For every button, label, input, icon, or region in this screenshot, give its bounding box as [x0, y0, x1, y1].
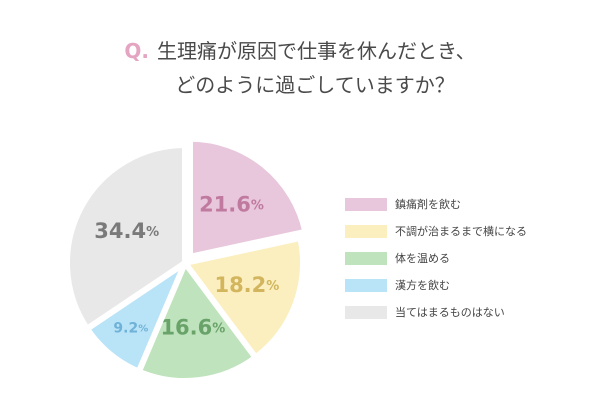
legend-label: 鎮痛剤を飲む	[395, 198, 461, 211]
legend-label: 体を温める	[395, 252, 450, 265]
pie-slice-1	[187, 138, 309, 260]
legend-item-2: 不調が治まるまで横になる	[345, 223, 527, 239]
question-line-1: 生理痛が原因で仕事を休んだとき、	[157, 39, 476, 63]
legend-swatch	[345, 224, 387, 238]
pie-slice-2	[182, 234, 306, 361]
legend-label: 当てはまるものはない	[395, 306, 505, 319]
pie-slice-3	[135, 260, 259, 384]
legend-item-3: 体を温める	[345, 250, 527, 266]
slice-label-2: 18.2%	[214, 273, 279, 297]
legend-swatch	[345, 251, 387, 265]
slice-label-4: 9.2%	[113, 320, 148, 336]
slice-label-3: 16.6%	[160, 316, 225, 340]
legend-item-5: 当てはまるものはない	[345, 304, 527, 320]
legend-swatch	[345, 197, 387, 211]
legend-swatch	[345, 278, 387, 292]
legend-label: 不調が治まるまで横になる	[395, 225, 527, 238]
question-line-2: どのように過ごしていますか？	[175, 73, 455, 97]
chart-title: Q. 生理痛が原因で仕事を休んだとき、 どのように過ごしていますか？	[0, 34, 600, 102]
pie-chart: 21.6% 18.2% 16.6% 9.2% 34.4%	[64, 138, 309, 384]
pie-slice-5	[64, 142, 188, 332]
legend-swatch	[345, 305, 387, 319]
slice-label-5: 34.4%	[94, 219, 159, 243]
legend: 鎮痛剤を飲む不調が治まるまで横になる 体を温める漢方を飲む当てはまるものはない	[345, 196, 527, 331]
legend-item-4: 漢方を飲む	[345, 277, 527, 293]
question-prefix: Q.	[124, 39, 149, 63]
legend-label: 漢方を飲む	[395, 279, 450, 292]
slice-label-1: 21.6%	[199, 192, 264, 216]
legend-item-1: 鎮痛剤を飲む	[345, 196, 527, 212]
